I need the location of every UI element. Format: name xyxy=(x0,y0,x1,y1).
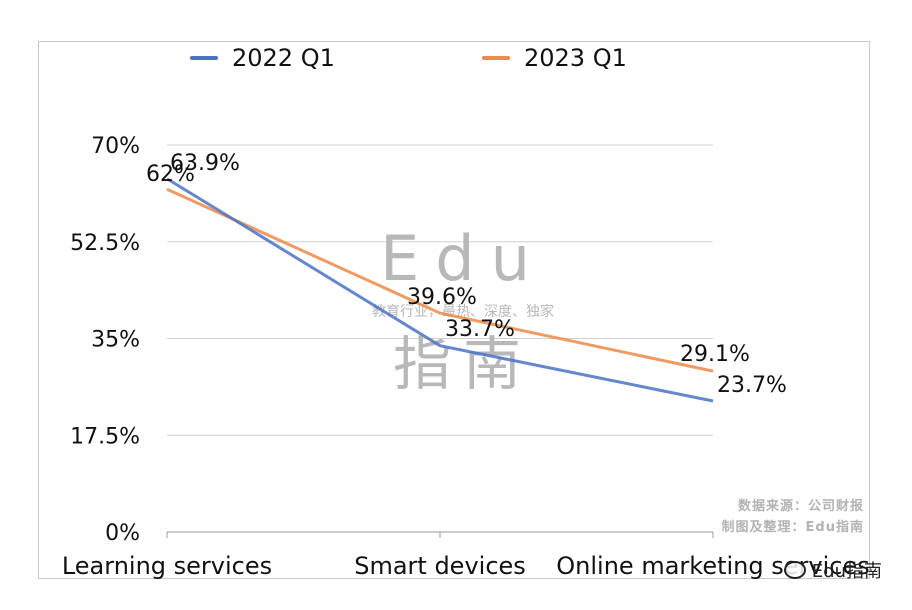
y-tick-label: 70% xyxy=(91,134,140,159)
legend-item-2023: 2023 Q1 xyxy=(482,44,627,72)
data-label: 62% xyxy=(146,162,195,187)
source-line-1: 数据来源：公司财报 xyxy=(737,499,864,514)
y-tick-label: 17.5% xyxy=(70,424,140,449)
watermark-bottom: 指南 xyxy=(393,330,533,398)
brand-label: Edu指南 xyxy=(811,561,882,582)
y-axis-ticks: 0% 17.5% 35% 52.5% 70% xyxy=(70,134,140,546)
data-label: 29.1% xyxy=(680,342,750,367)
x-axis-ticks: Learning services Smart devices Online mar… xyxy=(62,552,870,580)
gridlines xyxy=(166,144,714,538)
legend-swatch-2022 xyxy=(190,56,218,60)
source-line-2: 制图及整理：Edu指南 xyxy=(721,520,864,535)
watermark-middle: 教育行业，最热、深度、独家 xyxy=(372,303,554,320)
data-labels: 63.9% 33.7% 23.7% 62% 39.6% 29.1% xyxy=(146,151,787,398)
data-label: 63.9% xyxy=(170,151,240,176)
wechat-icon xyxy=(783,561,806,579)
y-tick-label: 0% xyxy=(105,521,140,546)
x-tick-label: Online marketing services xyxy=(556,552,869,580)
legend-label-2023: 2023 Q1 xyxy=(524,44,627,72)
chart-frame xyxy=(38,41,870,579)
series-line-2022-q1 xyxy=(166,177,714,403)
data-label: 23.7% xyxy=(717,373,787,398)
y-tick-label: 52.5% xyxy=(70,231,140,256)
data-label: 39.6% xyxy=(407,285,477,310)
brand-badge: Edu指南 xyxy=(783,557,882,583)
legend-item-2022: 2022 Q1 xyxy=(190,44,335,72)
series-lines xyxy=(166,177,714,403)
watermark: Edu 教育行业，最热、深度、独家 指南 xyxy=(372,222,554,398)
x-tick-label: Learning services xyxy=(62,552,272,580)
data-label: 33.7% xyxy=(445,317,515,342)
series-line-2023-q1 xyxy=(166,187,714,373)
legend-swatch-2023 xyxy=(482,56,510,60)
legend-label-2022: 2022 Q1 xyxy=(232,44,335,72)
y-tick-label: 35% xyxy=(91,328,140,353)
watermark-top: Edu xyxy=(380,222,546,295)
x-tick-label: Smart devices xyxy=(354,552,526,580)
